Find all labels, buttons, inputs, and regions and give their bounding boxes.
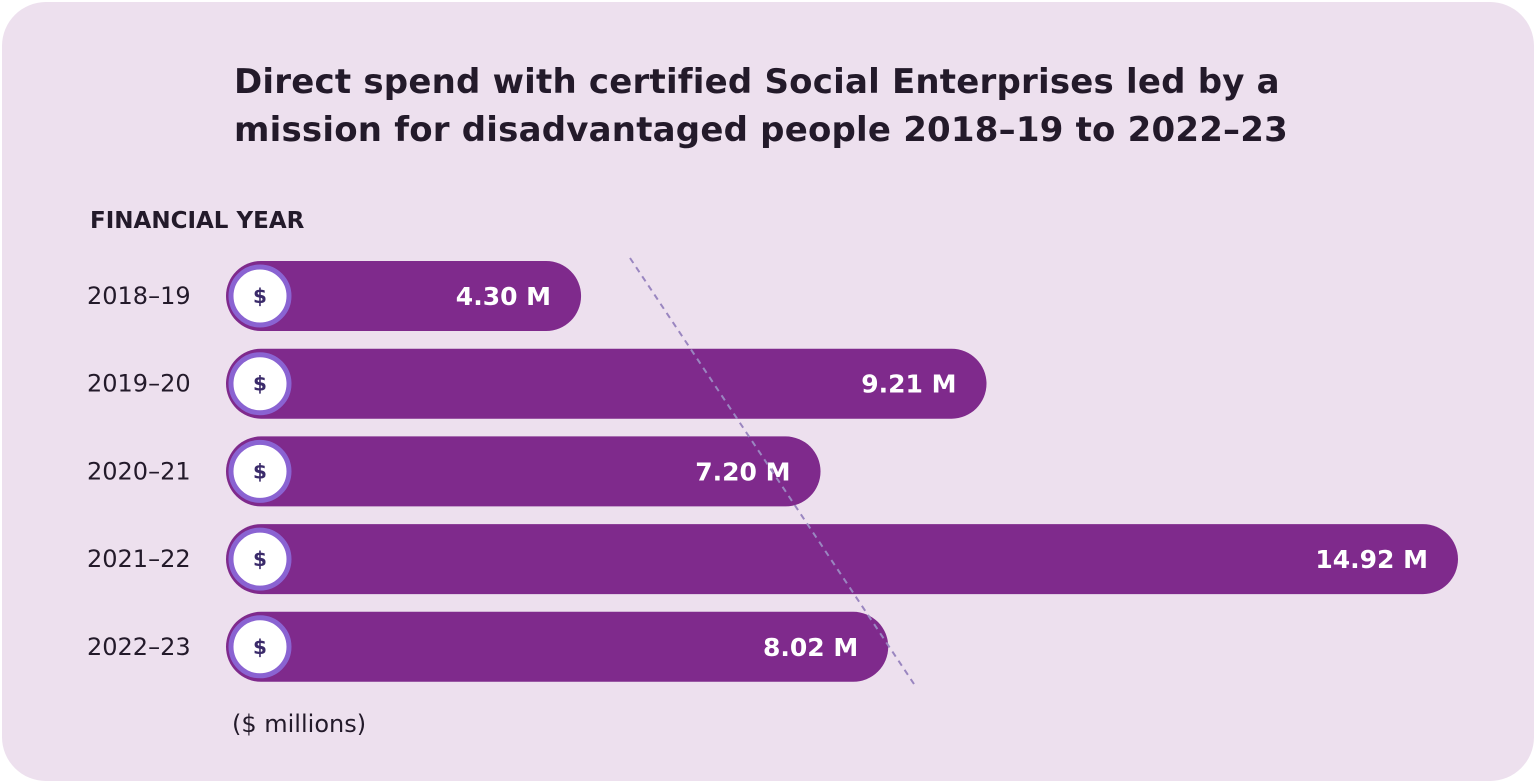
dollar-icon: $	[228, 527, 292, 592]
dollar-icon-ring	[228, 439, 292, 503]
dollar-icon: $	[228, 439, 292, 504]
value-label: 7.20 M	[695, 457, 790, 486]
bar	[226, 261, 582, 331]
dollar-icon-glyph: $	[253, 372, 267, 396]
bar	[226, 436, 821, 507]
bar	[226, 611, 889, 682]
value-label: 9.21 M	[861, 370, 956, 399]
category-label: 2021–22	[87, 545, 191, 573]
category-label: 2020–21	[87, 457, 191, 485]
dollar-icon-glyph: $	[253, 635, 267, 659]
value-label: 8.02 M	[763, 633, 858, 662]
dollar-icon-glyph: $	[253, 547, 267, 571]
dollar-icon-ring	[228, 527, 292, 591]
value-label: 14.92 M	[1315, 545, 1428, 574]
category-axis-label: FINANCIAL YEAR	[90, 208, 305, 234]
value-label: 4.30 M	[456, 282, 551, 311]
dollar-icon-ring	[228, 264, 292, 328]
trend-line	[629, 257, 915, 685]
dollar-icon-ring	[228, 615, 292, 679]
bar	[226, 524, 1458, 595]
dollar-icon-glyph: $	[253, 459, 267, 483]
dollar-icon-ring	[228, 352, 292, 416]
chart-title: Direct spend with certified Social Enter…	[234, 62, 1288, 150]
dollar-icon: $	[228, 614, 292, 679]
category-label: 2022–23	[87, 633, 191, 661]
dollar-icon: $	[228, 264, 292, 328]
unit-label: ($ millions)	[232, 710, 367, 738]
category-label: 2019–20	[87, 370, 191, 398]
dollar-icon-glyph: $	[253, 284, 267, 308]
bar	[226, 348, 987, 419]
dollar-icon: $	[228, 351, 292, 416]
category-label: 2018–19	[87, 282, 191, 310]
